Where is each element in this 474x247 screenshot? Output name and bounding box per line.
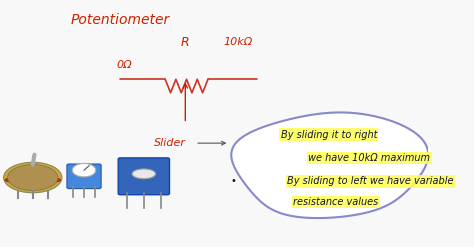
- Text: resistance values: resistance values: [293, 197, 379, 207]
- FancyBboxPatch shape: [67, 164, 101, 189]
- Ellipse shape: [72, 164, 96, 177]
- Text: we have 10kΩ maximum: we have 10kΩ maximum: [309, 153, 430, 163]
- Text: •: •: [231, 176, 237, 186]
- Text: 0Ω: 0Ω: [117, 60, 132, 70]
- Text: Potentiometer: Potentiometer: [71, 13, 170, 27]
- Text: By sliding it to right: By sliding it to right: [281, 130, 377, 140]
- FancyBboxPatch shape: [118, 158, 170, 195]
- Ellipse shape: [4, 162, 62, 193]
- Text: By sliding to left we have variable: By sliding to left we have variable: [287, 176, 454, 186]
- Ellipse shape: [8, 165, 58, 190]
- Text: R: R: [181, 36, 190, 49]
- Text: 10kΩ: 10kΩ: [223, 38, 253, 47]
- Text: Slider: Slider: [154, 138, 185, 148]
- Ellipse shape: [132, 169, 155, 179]
- Ellipse shape: [5, 176, 61, 184]
- Polygon shape: [231, 112, 428, 218]
